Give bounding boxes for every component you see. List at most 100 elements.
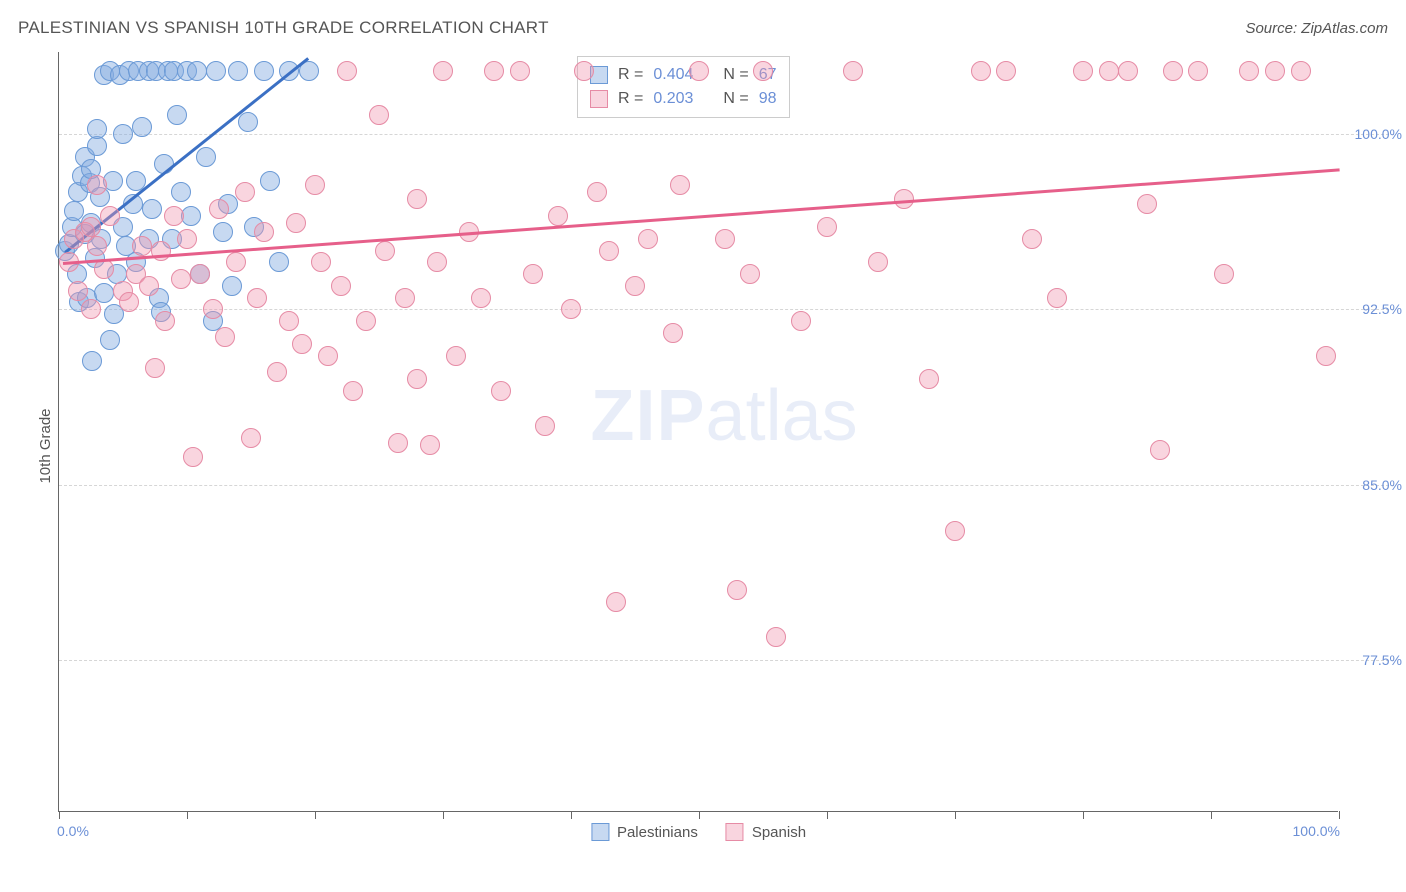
data-point [238, 112, 258, 132]
data-point [183, 447, 203, 467]
data-point [119, 292, 139, 312]
stats-legend-row: R = 0.203N = 98 [590, 87, 777, 111]
data-point [727, 580, 747, 600]
data-point [791, 311, 811, 331]
data-point [269, 252, 289, 272]
stat-n-label: N = [723, 87, 748, 111]
stat-n-label: N = [723, 63, 748, 87]
data-point [87, 119, 107, 139]
data-point [222, 276, 242, 296]
x-tick [187, 811, 188, 819]
data-point [1022, 229, 1042, 249]
data-point [407, 369, 427, 389]
data-point [535, 416, 555, 436]
data-point [68, 281, 88, 301]
x-tick [315, 811, 316, 819]
data-point [1099, 61, 1119, 81]
data-point [625, 276, 645, 296]
data-point [94, 259, 114, 279]
legend-swatch [591, 823, 609, 841]
data-point [292, 334, 312, 354]
data-point [87, 236, 107, 256]
data-point [510, 61, 530, 81]
stat-r-label: R = [618, 63, 643, 87]
legend-label: Spanish [752, 824, 806, 841]
x-tick [1339, 811, 1340, 819]
x-tick [571, 811, 572, 819]
data-point [164, 206, 184, 226]
data-point [226, 252, 246, 272]
gridline [59, 660, 1394, 661]
stat-n-value: 98 [759, 87, 777, 111]
data-point [337, 61, 357, 81]
legend-swatch [590, 90, 608, 108]
data-point [279, 311, 299, 331]
data-point [82, 351, 102, 371]
stat-r-value: 0.404 [653, 63, 693, 87]
data-point [196, 147, 216, 167]
data-point [142, 199, 162, 219]
data-point [206, 61, 226, 81]
data-point [996, 61, 1016, 81]
data-point [484, 61, 504, 81]
y-tick-label: 92.5% [1362, 301, 1402, 317]
data-point [94, 283, 114, 303]
x-tick [699, 811, 700, 819]
data-point [1214, 264, 1234, 284]
series-legend: Palestinians Spanish [591, 823, 806, 841]
data-point [167, 105, 187, 125]
data-point [1163, 61, 1183, 81]
data-point [356, 311, 376, 331]
data-point [817, 217, 837, 237]
data-point [407, 189, 427, 209]
data-point [213, 222, 233, 242]
data-point [587, 182, 607, 202]
legend-item: Spanish [726, 823, 806, 841]
data-point [203, 299, 223, 319]
data-point [132, 117, 152, 137]
data-point [766, 627, 786, 647]
data-point [132, 236, 152, 256]
data-point [446, 346, 466, 366]
data-point [1316, 346, 1336, 366]
data-point [1047, 288, 1067, 308]
legend-label: Palestinians [617, 824, 698, 841]
data-point [87, 175, 107, 195]
y-tick-label: 85.0% [1362, 477, 1402, 493]
stats-legend-row: R = 0.404N = 67 [590, 63, 777, 87]
data-point [919, 369, 939, 389]
chart-wrap: ZIPatlas 0.0% 100.0% R = 0.404N = 67R = … [50, 52, 1396, 852]
data-point [638, 229, 658, 249]
watermark: ZIPatlas [591, 375, 858, 457]
data-point [331, 276, 351, 296]
data-point [241, 428, 261, 448]
data-point [286, 213, 306, 233]
x-tick [1083, 811, 1084, 819]
chart-source: Source: ZipAtlas.com [1245, 20, 1388, 37]
data-point [427, 252, 447, 272]
data-point [523, 264, 543, 284]
data-point [491, 381, 511, 401]
data-point [599, 241, 619, 261]
data-point [663, 323, 683, 343]
x-tick [827, 811, 828, 819]
gridline [59, 309, 1394, 310]
data-point [471, 288, 491, 308]
data-point [868, 252, 888, 272]
gridline [59, 134, 1394, 135]
x-tick [443, 811, 444, 819]
data-point [1150, 440, 1170, 460]
data-point [177, 229, 197, 249]
data-point [574, 61, 594, 81]
data-point [1188, 61, 1208, 81]
data-point [561, 299, 581, 319]
data-point [235, 182, 255, 202]
chart-title: PALESTINIAN VS SPANISH 10TH GRADE CORREL… [18, 18, 549, 38]
data-point [215, 327, 235, 347]
data-point [145, 358, 165, 378]
data-point [670, 175, 690, 195]
data-point [369, 105, 389, 125]
data-point [1137, 194, 1157, 214]
legend-item: Palestinians [591, 823, 698, 841]
data-point [267, 362, 287, 382]
